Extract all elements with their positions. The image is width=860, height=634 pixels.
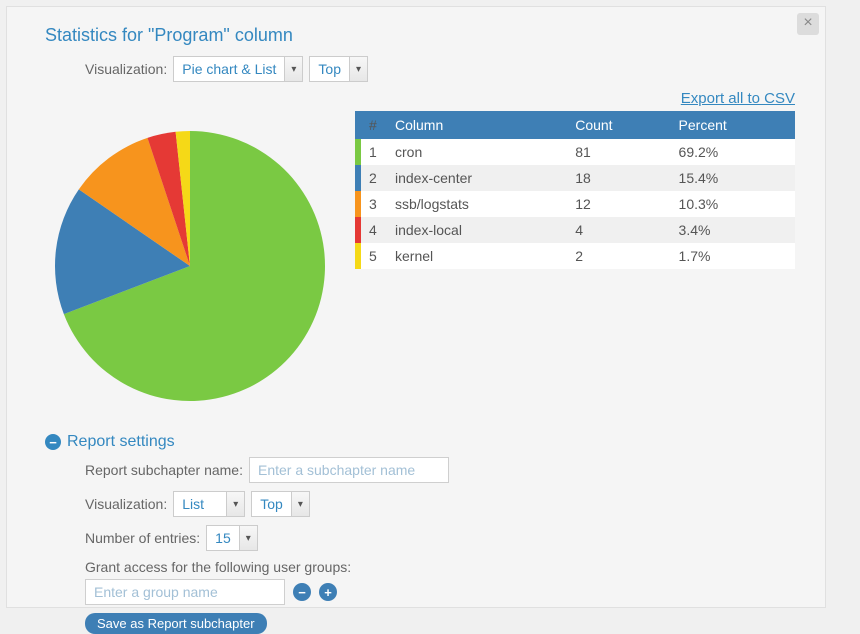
panel-title: Statistics for "Program" column (45, 25, 795, 46)
entries-select[interactable]: 15 ▾ (206, 525, 258, 551)
chevron-down-icon: ▾ (291, 492, 309, 516)
settings-visualization-label: Visualization: (85, 496, 167, 512)
direction-select[interactable]: Top ▾ (309, 56, 368, 82)
entries-label: Number of entries: (85, 530, 200, 546)
col-header-num: # (361, 111, 387, 139)
grant-access-label: Grant access for the following user grou… (85, 559, 351, 575)
report-settings-toggle[interactable]: − Report settings (45, 433, 795, 451)
table-row: 2index-center1815.4% (355, 165, 795, 191)
group-name-input[interactable] (85, 579, 285, 605)
settings-direction-select[interactable]: Top ▾ (251, 491, 310, 517)
visualization-label: Visualization: (85, 61, 167, 77)
minus-icon: − (45, 434, 61, 450)
chart-type-select[interactable]: Pie chart & List ▾ (173, 56, 303, 82)
save-subchapter-button[interactable]: Save as Report subchapter (85, 613, 267, 634)
remove-group-button[interactable]: − (293, 583, 311, 601)
table-row: 1cron8169.2% (355, 139, 795, 165)
table-row: 4index-local43.4% (355, 217, 795, 243)
subchapter-name-label: Report subchapter name: (85, 462, 243, 478)
pie-chart (45, 121, 335, 411)
col-header-percent: Percent (671, 111, 795, 139)
add-group-button[interactable]: + (319, 583, 337, 601)
stats-table: # Column Count Percent 1cron8169.2%2inde… (355, 111, 795, 269)
subchapter-name-input[interactable] (249, 457, 449, 483)
chevron-down-icon: ▾ (349, 57, 367, 81)
close-button[interactable]: × (797, 13, 819, 35)
col-header-column: Column (387, 111, 567, 139)
chevron-down-icon: ▾ (239, 526, 257, 550)
table-row: 3ssb/logstats1210.3% (355, 191, 795, 217)
chevron-down-icon: ▾ (226, 492, 244, 516)
col-header-count: Count (567, 111, 670, 139)
export-csv-link[interactable]: Export all to CSV (45, 90, 795, 107)
settings-viz-select[interactable]: List ▾ (173, 491, 245, 517)
table-row: 5kernel21.7% (355, 243, 795, 269)
chevron-down-icon: ▾ (284, 57, 302, 81)
